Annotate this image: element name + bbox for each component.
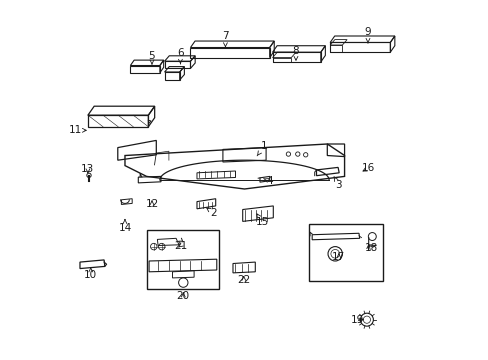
Text: 6: 6 [177, 48, 183, 64]
Text: 20: 20 [176, 291, 189, 301]
Text: 10: 10 [84, 267, 97, 280]
Text: 5: 5 [148, 51, 155, 64]
Text: 2: 2 [206, 208, 217, 218]
Text: 19: 19 [350, 315, 364, 325]
Text: 9: 9 [364, 27, 370, 43]
Text: 7: 7 [222, 31, 228, 47]
Text: 12: 12 [145, 199, 158, 210]
Text: 1: 1 [257, 141, 267, 156]
Text: 8: 8 [292, 46, 299, 60]
Text: 22: 22 [237, 275, 250, 285]
Text: 4: 4 [263, 176, 272, 186]
Text: 18: 18 [364, 243, 377, 253]
Text: 13: 13 [81, 164, 94, 174]
Text: 14: 14 [118, 220, 131, 233]
Text: 16: 16 [361, 163, 374, 174]
Bar [147, 230, 219, 289]
Bar [309, 224, 382, 281]
Text: 11: 11 [68, 125, 86, 135]
Text: 15: 15 [255, 214, 268, 228]
Text: 21: 21 [174, 240, 187, 251]
Text: 3: 3 [333, 177, 342, 190]
Text: 17: 17 [331, 252, 345, 262]
